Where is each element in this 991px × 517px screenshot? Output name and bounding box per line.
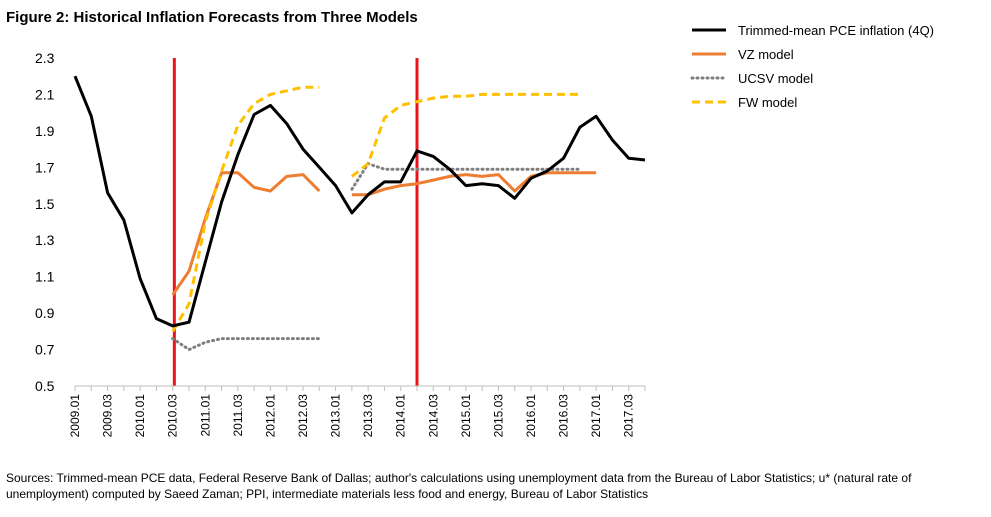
x-tick-label: 2014.03 [426, 394, 440, 438]
source-note: Sources: Trimmed-mean PCE data, Federal … [6, 471, 912, 501]
x-tick-label: 2011.01 [198, 394, 212, 437]
legend: Trimmed-mean PCE inflation (4Q) VZ model U… [690, 23, 934, 110]
series-line-trimmed-mean-pce-inflation-4q [73, 75, 646, 328]
x-tick-label: 2016.01 [524, 394, 538, 438]
series-line-vz-model [171, 171, 597, 296]
line-chart: 0.5 0.7 0.9 1.1 1.3 1.5 1.7 1.9 2.1 2.3 2009.01 200… [35, 23, 934, 438]
series-line-fw-model [171, 85, 580, 333]
x-tick-label: 2011.03 [231, 394, 245, 437]
y-tick-label: 0.9 [35, 305, 55, 321]
x-tick-label: 2009.03 [101, 394, 115, 438]
x-tick-label: 2012.03 [296, 394, 310, 438]
y-tick-label: 0.7 [35, 342, 55, 358]
y-tick-label: 1.9 [35, 123, 55, 139]
chart-title: Figure 2: Historical Inflation Forecasts… [6, 9, 418, 26]
x-tick-label: 2016.03 [557, 394, 571, 438]
y-tick-label: 1.1 [35, 269, 55, 285]
x-tick-label: 2009.01 [68, 394, 82, 438]
x-tick-label: 2017.01 [589, 394, 603, 438]
legend-label: FW model [738, 95, 797, 110]
y-tick-label: 1.5 [35, 196, 55, 212]
x-tick-label: 2017.03 [622, 394, 636, 438]
legend-label: VZ model [738, 47, 794, 62]
series-line-ucsv-model [171, 161, 582, 352]
x-tick-label: 2010.03 [166, 394, 180, 438]
legend-label: Trimmed-mean PCE inflation (4Q) [738, 23, 934, 38]
y-tick-label: 0.5 [35, 378, 55, 394]
legend-label: UCSV model [738, 71, 813, 86]
x-tick-label: 2013.03 [361, 394, 375, 438]
y-tick-label: 1.7 [35, 159, 55, 175]
x-tick-label: 2015.03 [491, 394, 505, 438]
axes: 0.5 0.7 0.9 1.1 1.3 1.5 1.7 1.9 2.1 2.3 2009.01 200… [35, 50, 646, 438]
y-tick-label: 1.3 [35, 232, 55, 248]
y-tick-label: 2.1 [35, 86, 55, 102]
reference-lines [172, 58, 419, 386]
x-tick-label: 2014.01 [394, 394, 408, 438]
x-tick-label: 2013.01 [329, 394, 343, 438]
x-tick-label: 2010.01 [133, 394, 147, 438]
x-tick-label: 2012.01 [263, 394, 277, 438]
y-tick-label: 2.3 [35, 50, 55, 66]
series-lines [73, 75, 646, 352]
x-tick-label: 2015.01 [459, 394, 473, 438]
